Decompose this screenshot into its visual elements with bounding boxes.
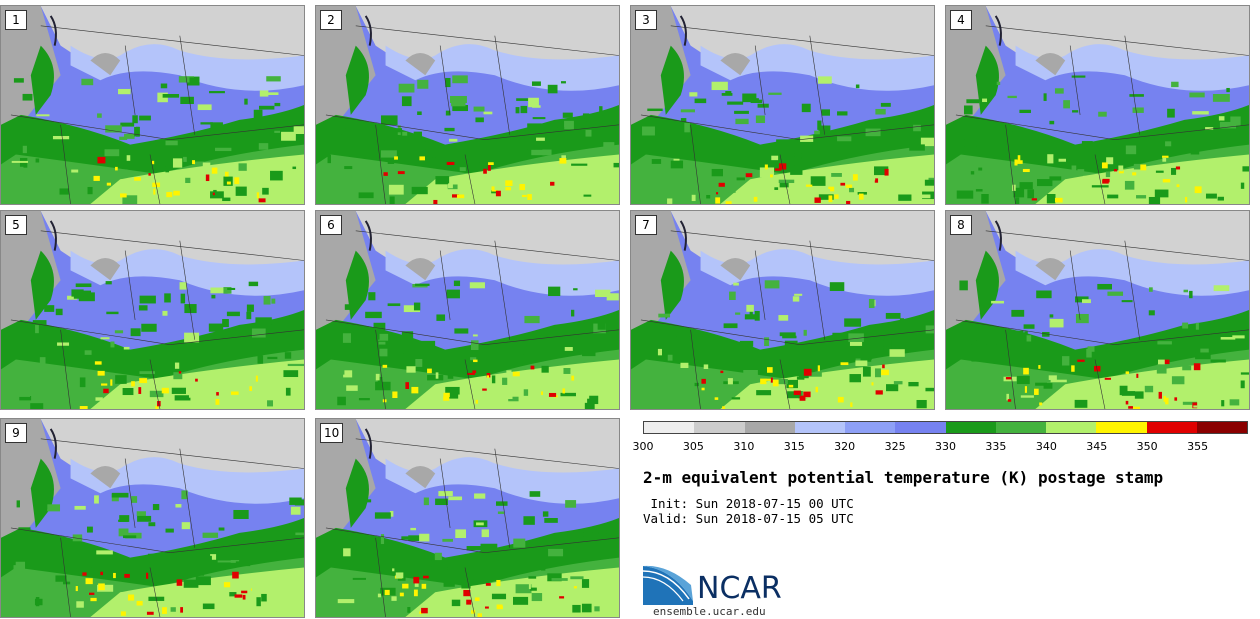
- colorbar-segment: [1146, 422, 1197, 433]
- colorbar-segment: [744, 422, 795, 433]
- colorbar-tick-label: 300: [632, 440, 654, 453]
- panel-number: 2: [320, 10, 342, 30]
- panel-number: 7: [635, 215, 657, 235]
- site-url: ensemble.ucar.edu: [653, 605, 766, 618]
- map-panel: 10: [315, 418, 620, 618]
- colorbar-tick-label: 320: [834, 440, 856, 453]
- panel-number: 4: [950, 10, 972, 30]
- colorbar-tick-label: 310: [733, 440, 755, 453]
- colorbar-tick-label: 325: [884, 440, 906, 453]
- panel-number: 6: [320, 215, 342, 235]
- colorbar-tick-label: 345: [1086, 440, 1108, 453]
- colorbar-tick-label: 335: [985, 440, 1007, 453]
- chart-title: 2-m equivalent potential temperature (K)…: [643, 468, 1164, 487]
- map-panel: 5: [0, 210, 305, 410]
- colorbar-segment: [1046, 422, 1097, 433]
- colorbar-tick-label: 315: [783, 440, 805, 453]
- map-panel: 6: [315, 210, 620, 410]
- colorbar-segment: [1196, 422, 1247, 433]
- init-time: Init: Sun 2018-07-15 00 UTC: [643, 496, 854, 511]
- colorbar-tick-label: 340: [1035, 440, 1057, 453]
- panel-number: 9: [5, 423, 27, 443]
- colorbar-segment: [995, 422, 1046, 433]
- map-panel: 9: [0, 418, 305, 618]
- colorbar-segment: [644, 422, 695, 433]
- valid-time: Valid: Sun 2018-07-15 05 UTC: [643, 511, 854, 526]
- map-panel: 2: [315, 5, 620, 205]
- colorbar-segment: [1096, 422, 1147, 433]
- panel-number: 10: [320, 423, 344, 443]
- map-panel: 7: [630, 210, 935, 410]
- panel-number: 1: [5, 10, 27, 30]
- panel-number: 5: [5, 215, 27, 235]
- panel-number: 3: [635, 10, 657, 30]
- colorbar: [643, 421, 1248, 434]
- map-panel: 4: [945, 5, 1250, 205]
- colorbar-segment: [945, 422, 996, 433]
- logo-text: NCAR: [697, 571, 782, 606]
- map-panel: 8: [945, 210, 1250, 410]
- panel-number: 8: [950, 215, 972, 235]
- map-panel: 3: [630, 5, 935, 205]
- colorbar-tick-label: 350: [1136, 440, 1158, 453]
- colorbar-segment: [845, 422, 896, 433]
- colorbar-tick-label: 355: [1187, 440, 1209, 453]
- colorbar-segment: [794, 422, 845, 433]
- ncar-logo-icon: [643, 565, 693, 605]
- colorbar-tick-label: 330: [935, 440, 956, 453]
- colorbar-segment: [694, 422, 745, 433]
- colorbar-ticks: 300 305 310 315 320 325 330 335 340 345 350 355: [633, 440, 1248, 454]
- colorbar-segment: [895, 422, 946, 433]
- colorbar-tick-label: 305: [682, 440, 704, 453]
- map-panel: 1: [0, 5, 305, 205]
